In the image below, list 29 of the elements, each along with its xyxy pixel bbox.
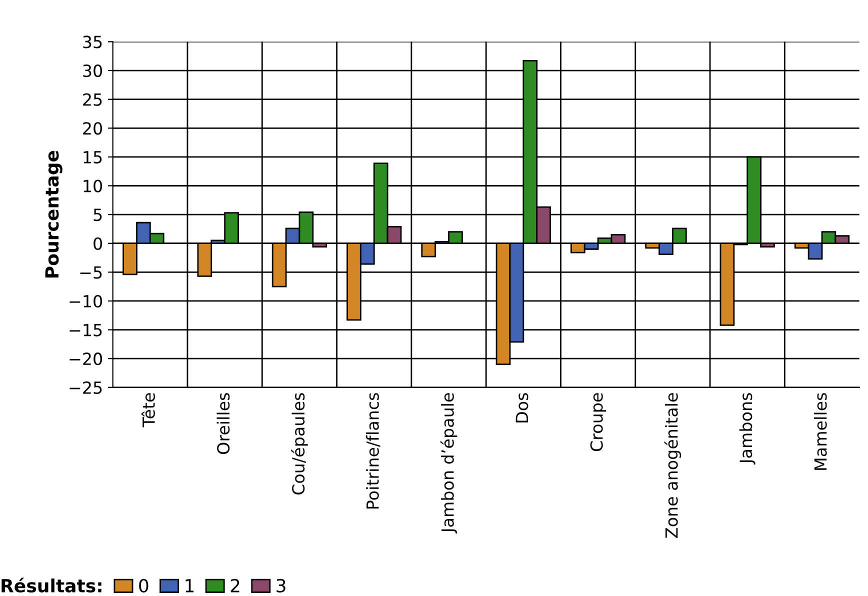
y-tick-label: 0 (94, 237, 102, 250)
x-tick-label: Tête (141, 393, 155, 428)
legend-label: 1 (186, 579, 194, 592)
legend-label: 2 (230, 578, 240, 592)
x-tick-label: Zone anogénitale (664, 393, 682, 538)
x-tick-label: Mamelles (814, 393, 827, 470)
x-tick-label: Jambons (739, 393, 756, 465)
y-tick-label: 10 (84, 180, 102, 192)
y-tick-label: −5 (80, 266, 102, 279)
y-axis-title: Pourcentage (45, 150, 62, 278)
y-tick-label: −25 (70, 381, 102, 394)
y-tick-label: 15 (84, 151, 102, 164)
y-tick-label: 20 (83, 122, 102, 135)
y-tick-label: −10 (70, 294, 102, 308)
y-tick-label: 30 (83, 64, 102, 78)
legend-label: 3 (276, 578, 286, 592)
y-tick-label: 25 (83, 93, 102, 106)
x-tick-label: Oreilles (216, 393, 230, 454)
x-tick-label: Cou/épaules (291, 393, 308, 495)
y-tick-label: 35 (83, 36, 102, 48)
x-tick-label: Croupe (590, 393, 606, 452)
y-tick-label: −15 (70, 324, 102, 336)
x-tick-label: Jambon d’épaule (440, 393, 458, 534)
x-tick-label: Poitrine/flancs (366, 393, 380, 508)
y-tick-label: −20 (70, 352, 102, 366)
y-tick-label: 5 (94, 208, 102, 222)
legend-title: Résultats: (2, 578, 102, 592)
legend-label: 0 (139, 578, 148, 592)
x-tick-label: Dos (516, 393, 528, 422)
